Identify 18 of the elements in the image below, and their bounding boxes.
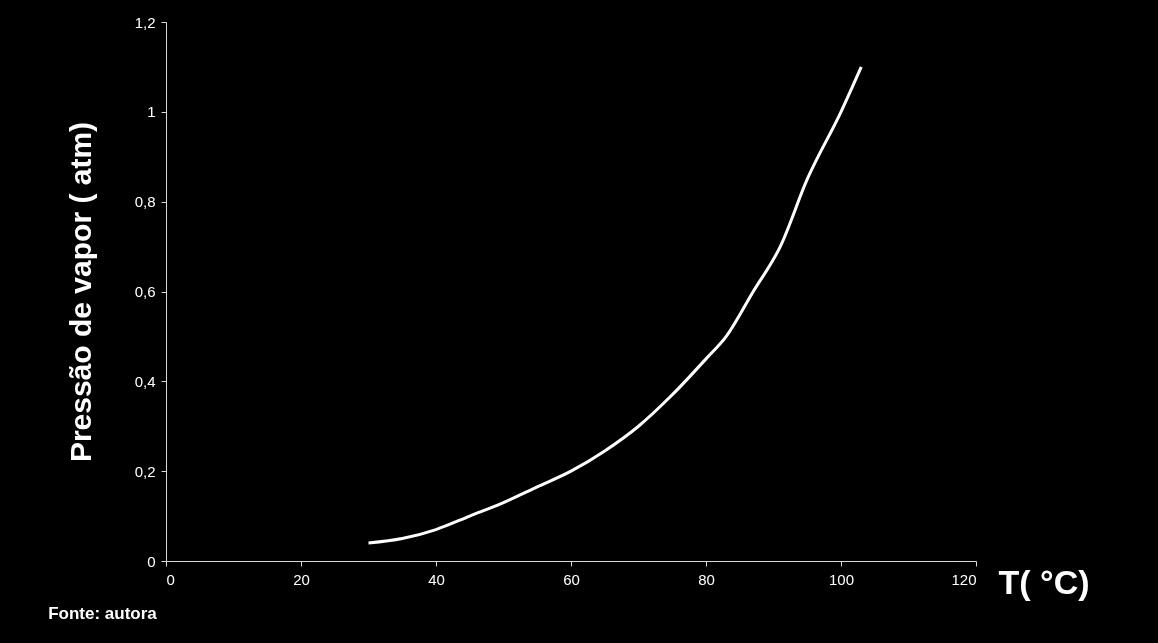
line-series	[367, 65, 863, 545]
y-tick-label: 0,2	[134, 462, 156, 480]
x-tick-label: 0	[166, 570, 175, 588]
x-tick-label: 20	[293, 570, 310, 588]
y-tick-label: 0,4	[134, 372, 156, 390]
source-note: Fonte: autora	[48, 604, 158, 623]
x-tick-label: 120	[951, 570, 977, 588]
x-tick-label: 80	[698, 570, 715, 588]
y-tick-label: 0,6	[134, 283, 156, 300]
x-tick-label: 100	[828, 570, 855, 588]
x-tick-label: 40	[428, 570, 445, 588]
x-tick-label: 60	[563, 570, 580, 588]
x-axis-title: T( °C)	[998, 562, 1090, 601]
y-tick-label: 1	[147, 103, 156, 121]
y-tick-label: 1,2	[134, 13, 156, 31]
y-tick-label: 0,8	[134, 193, 156, 211]
y-axis-title: Pressão de vapor ( atm)	[63, 121, 97, 463]
y-tick-label: 0	[147, 552, 156, 570]
